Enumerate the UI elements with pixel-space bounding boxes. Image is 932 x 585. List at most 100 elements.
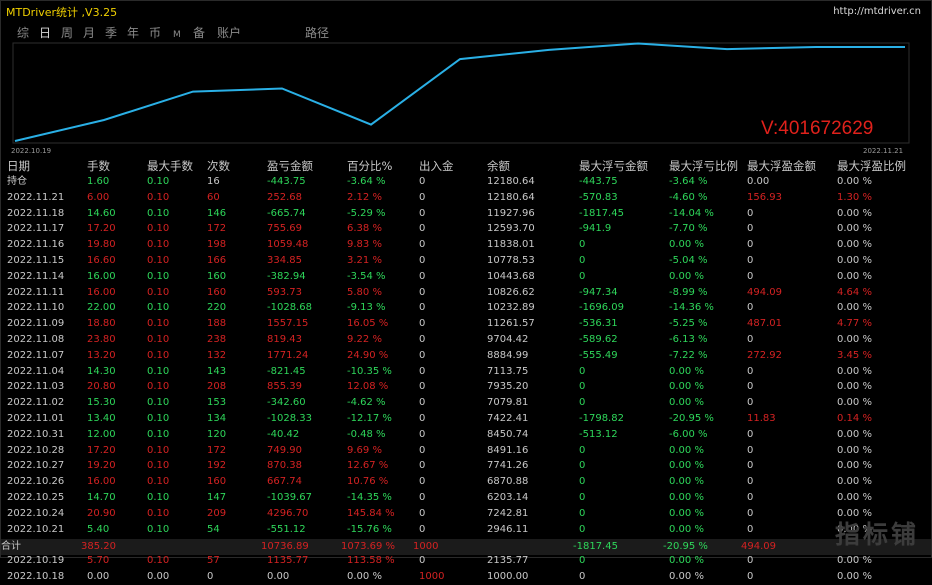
cell-deposit: 0 [419, 270, 426, 282]
cell-max-float-profit: 0 [747, 491, 754, 503]
cell-percent: 5.80 % [347, 286, 382, 298]
cell-percent: -12.17 % [347, 412, 392, 424]
table-row[interactable]: 2022.11.01 13.40 0.10 134 -1028.33 -12.17 % 0 7… [7, 411, 931, 427]
table-row[interactable]: 2022.11.08 23.80 0.10 238 819.43 9.22 % 0 9704.… [7, 332, 931, 348]
table-row[interactable]: 2022.11.04 14.30 0.10 143 -821.45 -10.35 % 0 71… [7, 364, 931, 380]
cell-balance: 12180.64 [487, 176, 535, 187]
cell-lots: 0.00 [87, 570, 110, 582]
cell-max-float-loss: 0 [579, 365, 586, 377]
tab-path[interactable]: 路径 [305, 26, 330, 40]
tab-week[interactable]: 周 [61, 26, 74, 40]
cell-max-float-loss: 0 [579, 397, 586, 409]
cell-date: 2022.11.11 [7, 286, 65, 298]
table-row[interactable]: 2022.11.07 13.20 0.10 132 1771.24 24.90 % 0 888… [7, 348, 931, 364]
cell-deposit: 0 [419, 302, 426, 314]
tab-account[interactable]: 账户 [217, 26, 242, 40]
cell-date: 2022.11.17 [7, 223, 65, 235]
table-row[interactable]: 2022.11.14 16.00 0.10 160 -382.94 -3.54 % 0 104… [7, 269, 931, 285]
website-link[interactable]: http://mtdriver.cn [833, 6, 921, 17]
cell-max-lots: 0.00 [147, 570, 170, 582]
cell-max-float-profit-ratio: 0.00 % [837, 176, 872, 187]
cell-percent: -0.48 % [347, 428, 386, 440]
cell-max-float-loss: 0 [579, 239, 586, 251]
table-row[interactable]: 2022.11.11 16.00 0.10 160 593.73 5.80 % 0 10826… [7, 285, 931, 301]
cell-deposit: 0 [419, 397, 426, 409]
table-row[interactable]: 2022.10.24 20.90 0.10 209 4296.70 145.84 % 0 72… [7, 506, 931, 522]
cell-max-float-profit: 0 [747, 444, 754, 456]
tab-day[interactable]: 日 [39, 26, 52, 40]
total-label: 合计 [1, 541, 21, 552]
table-row[interactable]: 2022.11.18 14.60 0.10 146 -665.74 -5.29 % 0 119… [7, 206, 931, 222]
cell-balance: 10232.89 [487, 302, 535, 314]
cell-max-lots: 0.10 [147, 286, 170, 298]
cell-max-lots: 0.10 [147, 333, 170, 345]
cell-count: 0 [207, 570, 214, 582]
table-row[interactable]: 2022.10.28 17.20 0.10 172 749.90 9.69 % 0 8491.… [7, 443, 931, 459]
cell-max-float-profit: 0 [747, 570, 754, 582]
header-max-float-profit: 最大浮盈金额 [747, 159, 816, 173]
cell-deposit: 0 [419, 191, 426, 203]
table-row[interactable]: 2022.10.26 16.00 0.10 160 667.74 10.76 % 0 6870… [7, 474, 931, 490]
cell-max-float-loss: -555.49 [579, 349, 618, 361]
tab-currency[interactable]: 币 [149, 26, 162, 40]
table-row[interactable]: 2022.11.16 19.80 0.10 198 1059.48 9.83 % 0 1183… [7, 237, 931, 253]
cell-percent: 12.08 % [347, 381, 389, 393]
cell-max-float-profit-ratio: 0.00 % [837, 570, 872, 582]
cell-pnl: 334.85 [267, 254, 302, 266]
cell-max-float-profit: 0 [747, 333, 754, 345]
tab-notes[interactable]: 备 [193, 26, 206, 40]
cell-deposit: 0 [419, 555, 426, 567]
table-row[interactable]: 2022.11.09 18.80 0.10 188 1557.15 16.05 % 0 112… [7, 316, 931, 332]
table-row[interactable]: 2022.11.21 6.00 0.10 60 252.68 2.12 % 0 12180.6… [7, 190, 931, 206]
cell-max-lots: 0.10 [147, 365, 170, 377]
cell-pnl: 819.43 [267, 333, 302, 345]
cell-max-float-loss-ratio: -14.36 % [669, 302, 714, 314]
cell-max-float-loss-ratio: 0.00 % [669, 476, 704, 488]
cell-max-float-profit-ratio: 0.00 % [837, 444, 872, 456]
header-date: 日期 [7, 159, 30, 173]
cell-max-float-loss: 0 [579, 270, 586, 282]
cell-max-lots: 0.10 [147, 555, 170, 567]
cell-max-float-profit-ratio: 0.00 % [837, 333, 872, 345]
table-row[interactable]: 2022.10.18 0.00 0.00 0 0.00 0.00 % 1000 1000.00… [7, 569, 931, 585]
cell-pnl: 855.39 [267, 381, 302, 393]
cell-balance: 6203.14 [487, 491, 529, 503]
cell-pnl: -1028.33 [267, 412, 312, 424]
cell-max-lots: 0.10 [147, 223, 170, 235]
cell-max-float-loss: -443.75 [579, 176, 618, 187]
cell-max-lots: 0.10 [147, 381, 170, 393]
cell-deposit: 1000 [419, 570, 445, 582]
cell-date: 2022.10.26 [7, 476, 65, 488]
cell-max-float-profit-ratio: 0.00 % [837, 270, 872, 282]
table-row[interactable]: 2022.11.02 15.30 0.10 153 -342.60 -4.62 % 0 707… [7, 395, 931, 411]
tab-year[interactable]: 年 [127, 26, 140, 40]
cell-max-float-loss: 0 [579, 491, 586, 503]
table-row[interactable]: 2022.10.31 12.00 0.10 120 -40.42 -0.48 % 0 8450… [7, 427, 931, 443]
table-row[interactable]: 持仓 1.60 0.10 16 -443.75 -3.64 % 0 12180.64 -443.… [7, 174, 931, 190]
tab-month[interactable]: 月 [83, 26, 96, 40]
cell-date: 2022.11.03 [7, 381, 65, 393]
cell-max-float-loss: -570.83 [579, 191, 618, 203]
cell-pnl: 593.73 [267, 286, 302, 298]
table-row[interactable]: 2022.11.15 16.60 0.10 166 334.85 3.21 % 0 10778… [7, 253, 931, 269]
equity-line [14, 42, 905, 142]
tab-quarter[interactable]: 季 [105, 26, 118, 40]
table-row[interactable]: 2022.11.10 22.00 0.10 220 -1028.68 -9.13 % 0 10… [7, 300, 931, 316]
table-row[interactable]: 2022.10.25 14.70 0.10 147 -1039.67 -14.35 % 0 6… [7, 490, 931, 506]
table-row[interactable]: 2022.10.21 5.40 0.10 54 -551.12 -15.76 % 0 2946… [7, 522, 931, 538]
table-row[interactable]: 2022.11.17 17.20 0.10 172 755.69 6.38 % 0 12593… [7, 221, 931, 237]
cell-percent: 145.84 % [347, 507, 395, 519]
cell-pnl: 667.74 [267, 476, 302, 488]
tab-m[interactable]: M [173, 30, 181, 40]
tab-summary[interactable]: 综 [17, 26, 30, 40]
cell-balance: 9704.42 [487, 333, 529, 345]
cell-percent: -4.62 % [347, 397, 386, 409]
table-row[interactable]: 2022.10.27 19.20 0.10 192 870.38 12.67 % 0 7741… [7, 458, 931, 474]
table-row[interactable]: 2022.11.03 20.80 0.10 208 855.39 12.08 % 0 7935… [7, 379, 931, 395]
header-count: 次数 [207, 159, 230, 173]
table-row[interactable]: 2022.10.19 5.70 0.10 57 1135.77 113.58 % 0 2135… [7, 553, 931, 569]
cell-max-float-profit-ratio: 0.00 % [837, 460, 872, 472]
total-max-float-profit: 494.09 [741, 541, 776, 552]
cell-balance: 8884.99 [487, 349, 529, 361]
cell-max-float-profit-ratio: 0.00 % [837, 302, 872, 314]
